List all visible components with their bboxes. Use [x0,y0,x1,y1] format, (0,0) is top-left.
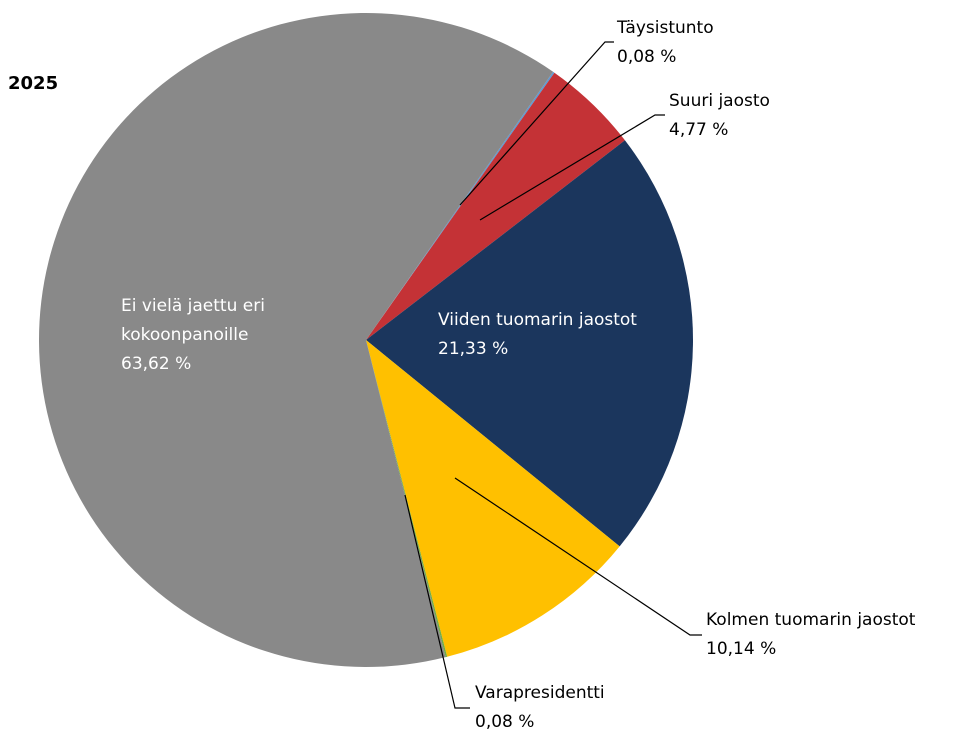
slice-name: Varapresidentti [475,683,605,703]
slice-value: 63,62 % [121,354,192,374]
pie-slice [366,71,555,340]
slice-label: Varapresidentti 0,08 % [475,679,605,737]
leader-line [454,477,702,636]
slice-value: 0,08 % [475,712,535,732]
leader-line [404,494,470,709]
slice-value: 21,33 % [438,339,509,359]
pie-slice [366,340,620,657]
slice-label: Ei vielä jaettu eri kokoonpanoille 63,62 … [121,292,286,379]
slice-name: Viiden tuomarin jaostot [438,310,637,330]
pie-slice [366,340,448,658]
slice-value: 4,77 % [669,120,729,140]
pie-slice [366,140,694,547]
slice-label: Täysistunto 0,08 % [617,14,714,72]
slice-label: Suuri jaosto 4,77 % [669,87,770,145]
slice-value: 0,08 % [617,47,677,67]
slice-name: Suuri jaosto [669,91,770,111]
slice-name: Täysistunto [617,18,714,38]
chart-title: 2025 [8,73,59,94]
slice-label: Viiden tuomarin jaostot 21,33 % [438,306,637,364]
slice-name: Ei vielä jaettu eri kokoonpanoille [121,296,265,345]
pie-slice [366,72,625,340]
pie-slice [39,12,554,667]
leader-line [479,114,665,221]
leader-line [459,41,614,206]
slice-name: Kolmen tuomarin jaostot [706,610,916,630]
slice-label: Kolmen tuomarin jaostot 10,14 % [706,606,915,664]
slice-value: 10,14 % [706,639,777,659]
